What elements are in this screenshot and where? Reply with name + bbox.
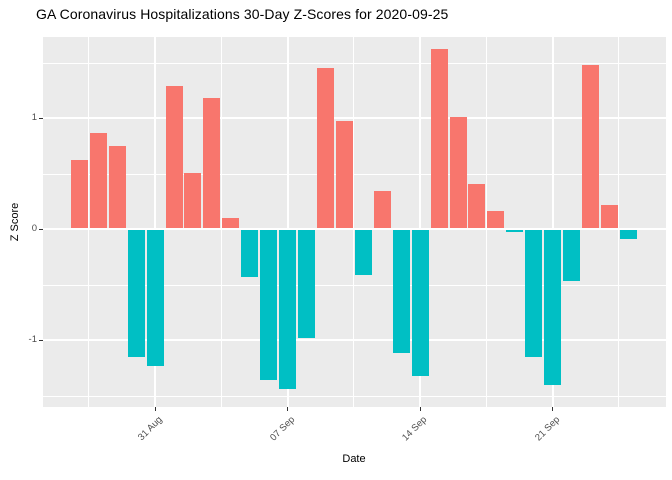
bar-negative	[279, 230, 297, 390]
x-tick-label: 21 Sep	[532, 414, 562, 444]
major-gridline-horizontal	[43, 228, 666, 231]
bar-positive	[316, 68, 334, 229]
bar-positive	[222, 218, 240, 229]
bar-negative	[241, 230, 259, 277]
major-gridline-vertical	[286, 37, 289, 407]
bar-negative	[260, 230, 278, 381]
bar-positive	[487, 211, 505, 229]
bar-positive	[582, 64, 599, 229]
bar-negative	[619, 230, 637, 240]
major-gridline-horizontal	[43, 339, 666, 342]
y-tick-label: 1	[31, 112, 37, 124]
bar-positive	[373, 191, 391, 229]
bar-negative	[411, 230, 429, 376]
bar-positive	[165, 85, 183, 229]
x-axis-title: Date	[342, 453, 366, 465]
bar-positive	[430, 49, 448, 229]
minor-gridline-horizontal	[43, 395, 666, 397]
bar-positive	[468, 183, 486, 229]
bar-positive	[184, 172, 202, 229]
bar-negative	[146, 230, 164, 366]
x-tick-label: 31 Aug	[135, 414, 165, 443]
bar-positive	[89, 132, 107, 229]
bar-negative	[563, 230, 581, 282]
y-tick-mark	[39, 117, 43, 119]
x-tick-mark	[419, 407, 421, 411]
bar-positive	[108, 145, 126, 229]
major-gridline-vertical	[419, 37, 422, 407]
bar-negative	[354, 230, 372, 275]
y-tick-label: 0	[31, 223, 37, 235]
y-axis-title: Z Score	[9, 202, 21, 242]
minor-gridline-vertical	[220, 37, 222, 407]
minor-gridline-horizontal	[43, 173, 666, 175]
y-tick-label: -1	[28, 334, 37, 346]
chart-title: GA Coronavirus Hospitalizations 30-Day Z…	[36, 6, 449, 22]
bar-positive	[203, 98, 221, 229]
major-gridline-vertical	[551, 37, 554, 407]
plot-panel	[43, 37, 666, 407]
minor-gridline-horizontal	[43, 62, 666, 64]
bar-negative	[392, 230, 410, 353]
x-tick-mark	[154, 407, 156, 411]
major-gridline-horizontal	[43, 117, 666, 120]
minor-gridline-vertical	[485, 37, 487, 407]
minor-gridline-vertical	[88, 37, 90, 407]
y-tick-mark	[39, 228, 43, 230]
bar-positive	[70, 160, 88, 229]
bar-positive	[449, 117, 467, 229]
bar-negative	[544, 230, 562, 385]
major-gridline-vertical	[154, 37, 157, 407]
bar-negative	[298, 230, 316, 339]
x-tick-label: 07 Sep	[267, 414, 297, 444]
y-tick-mark	[39, 339, 43, 341]
x-tick-mark	[287, 407, 289, 411]
x-tick-label: 14 Sep	[400, 414, 430, 444]
bar-negative	[506, 230, 524, 233]
bar-positive	[600, 204, 618, 229]
bar-negative	[127, 230, 145, 357]
minor-gridline-vertical	[618, 37, 620, 407]
x-tick-mark	[552, 407, 554, 411]
minor-gridline-vertical	[353, 37, 355, 407]
bar-positive	[335, 121, 353, 229]
bar-negative	[525, 230, 543, 357]
minor-gridline-horizontal	[43, 284, 666, 286]
